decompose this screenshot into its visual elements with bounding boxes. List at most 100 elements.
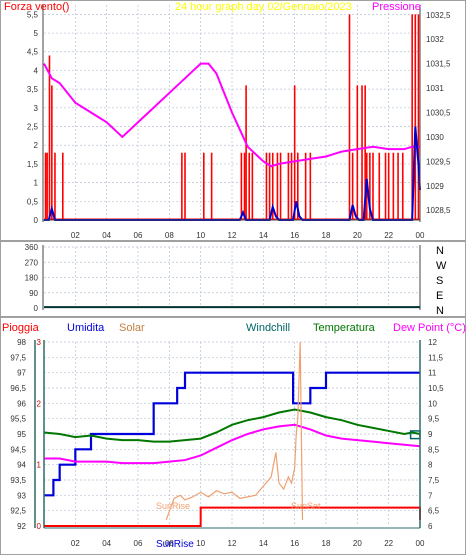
series-dew-point-c	[44, 423, 421, 465]
pressure-tick-label: 1031,5	[426, 60, 451, 69]
bottom-time-tick: 16	[290, 539, 299, 548]
pressure-tick-label: 1032,5	[426, 11, 451, 20]
temperature-tick-label: 8,5	[428, 445, 440, 454]
legend-solar: Solar	[119, 322, 145, 334]
top-time-tick: 08	[165, 231, 174, 240]
humidity-tick-label: 95	[17, 430, 26, 439]
direction-letter-label: E	[436, 290, 443, 302]
legend-dewpoint: Dew Point (°C)	[393, 322, 466, 334]
temperature-tick-label: 8	[428, 461, 433, 470]
series-temperatura	[43, 408, 421, 443]
top-time-tick: 10	[196, 231, 205, 240]
top-time-tick: 14	[259, 231, 268, 240]
direction-degree-label: 180	[25, 274, 39, 283]
wind-tick-label: 4,5	[27, 48, 39, 57]
bottom-time-tick-labels: 02 04 06 08 10 12 14 16 18 20 22 00	[71, 539, 425, 548]
humidity-tick-label: 95,5	[10, 415, 26, 424]
humidity-tick-label: 92	[17, 522, 26, 531]
direction-degree-label: 0	[34, 304, 39, 313]
humidity-tick-label: 97,5	[10, 353, 26, 362]
wind-tick-label: 0,5	[27, 197, 39, 206]
temperature-tick-label: 6	[428, 522, 433, 531]
legend-humidity: Umidita	[67, 322, 105, 334]
top-time-tick: 06	[134, 231, 143, 240]
top-panel-title: 24 hour graph day 02/Gennaio/2023	[175, 1, 352, 13]
temperature-tick-label: 11	[428, 369, 437, 378]
footer-sunrise-label: SunRise	[156, 539, 194, 550]
temperature-tick-label: 7,5	[428, 476, 440, 485]
sunset-annotation: SunSet	[291, 501, 321, 511]
top-panel-frame	[0, 0, 466, 241]
wind-tick-label: 3	[34, 104, 39, 113]
temperature-tick-label: 9,5	[428, 415, 440, 424]
direction-letter-label: S	[436, 275, 443, 287]
rain-tick-label: 0	[37, 522, 42, 531]
mid-panel-grid	[44, 246, 421, 308]
direction-degree-label: 90	[29, 289, 38, 298]
pressure-line	[43, 62, 420, 168]
direction-degree-label: 270	[25, 258, 39, 267]
sunrise-annotation: SunRise	[156, 501, 190, 511]
top-panel-series	[43, 14, 421, 221]
wind-tick-labels: 5,5 5 4,5 4 3,5 3 2,5 2 1,5 1 0,5 0	[27, 10, 39, 225]
temperature-tick-label: 6,5	[428, 507, 440, 516]
bottom-time-tick: 14	[259, 539, 268, 548]
humidity-tick-label: 96,5	[10, 384, 26, 393]
top-time-tick: 22	[384, 231, 393, 240]
bottom-time-tick: 18	[322, 539, 331, 548]
bottom-time-tick: 06	[134, 539, 143, 548]
top-time-tick: 04	[102, 231, 111, 240]
series-pioggia	[44, 506, 421, 527]
bottom-time-tick: 04	[102, 539, 111, 548]
pressure-tick-label: 1032	[426, 35, 444, 44]
bottom-time-tick: 00	[416, 539, 425, 548]
wind-axis-title: Forza vento()	[4, 1, 69, 13]
temperature-tick-label: 11,5	[428, 353, 444, 362]
temperature-tick-label: 9	[428, 430, 433, 439]
wind-tick-label: 4	[34, 66, 39, 75]
humidity-tick-label: 93,5	[10, 476, 26, 485]
wind-tick-label: 1	[34, 179, 39, 188]
pressure-tick-labels: 1032,5 1032 1031,5 1031 1030,5 1030 1029,5 1029…	[426, 11, 451, 215]
direction-degree-labels: 360 270 180 90 0	[25, 243, 39, 313]
wind-tick-label: 5,5	[27, 10, 39, 19]
top-time-tick: 12	[228, 231, 237, 240]
bottom-time-tick: 02	[71, 539, 80, 548]
pressure-tick-label: 1030,5	[426, 109, 451, 118]
top-time-tick: 20	[353, 231, 362, 240]
rain-tick-label: 1	[37, 461, 42, 470]
humidity-tick-label: 94,5	[10, 445, 26, 454]
temperature-tick-labels: 12 11,5 11 10,5 10 9,5 9 8,5 8 7,5 7 6,5 6	[428, 338, 444, 531]
bottom-time-tick: 22	[384, 539, 393, 548]
bottom-time-tick: 08	[165, 539, 174, 548]
temperature-tick-label: 10	[428, 399, 437, 408]
top-time-tick-labels: 02 04 06 08 10 12 14 16 18 20 22 00	[71, 231, 425, 240]
direction-letter-label: N	[436, 305, 444, 317]
mid-panel-frame	[0, 241, 466, 317]
humidity-tick-label: 92,5	[10, 507, 26, 516]
humidity-tick-labels: 98 97,5 97 96,5 96 95,5 95 94,5 94 93,5 93 92,5 92	[10, 338, 26, 531]
humidity-tick-label: 98	[17, 338, 26, 347]
bottom-panel-grid	[44, 341, 421, 526]
humidity-tick-label: 93	[17, 491, 26, 500]
wind-tick-label: 1,5	[27, 160, 39, 169]
direction-letter-label: N	[436, 245, 444, 257]
bottom-time-tick: 10	[196, 539, 205, 548]
wind-tick-label: 2,5	[27, 123, 39, 132]
direction-degree-label: 360	[25, 243, 39, 252]
rain-tick-label: 3	[37, 338, 42, 347]
humidity-tick-label: 96	[17, 399, 26, 408]
top-time-tick: 00	[416, 231, 425, 240]
humidity-tick-label: 94	[17, 461, 26, 470]
temperature-tick-label: 10,5	[428, 384, 444, 393]
top-time-tick: 16	[290, 231, 299, 240]
pressure-tick-label: 1030	[426, 133, 444, 142]
legend-rain: Pioggia	[2, 322, 40, 334]
wind-tick-label: 2	[34, 141, 39, 150]
wind-tick-label: 3,5	[27, 85, 39, 94]
legend-windchill: Windchill	[246, 322, 290, 334]
temperature-tick-label: 7	[428, 491, 433, 500]
pressure-tick-label: 1031	[426, 84, 444, 93]
